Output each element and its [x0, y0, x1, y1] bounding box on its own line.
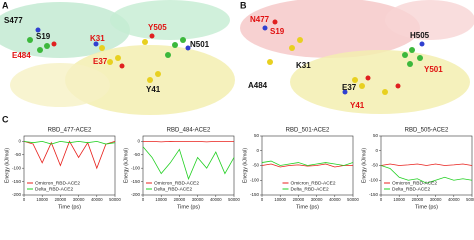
- residue-label: S19: [270, 27, 285, 36]
- panel-label: B: [240, 0, 247, 10]
- residue-label: A484: [248, 81, 268, 90]
- x-tick-label: 20000: [174, 197, 186, 202]
- y-tick-label: -50: [133, 152, 140, 157]
- panel-label: C: [2, 114, 9, 124]
- series-line: [261, 163, 353, 168]
- y-tick-label: -100: [131, 165, 141, 170]
- residue-label: N501: [190, 40, 210, 49]
- y-tick-label: -200: [131, 192, 141, 197]
- legend-label: Delta_RBD-ACE2: [35, 186, 73, 192]
- x-tick-label: 50000: [466, 197, 474, 202]
- y-tick-label: -50: [14, 152, 21, 157]
- residue-label: Y505: [148, 23, 167, 32]
- x-tick-label: 50000: [228, 197, 240, 202]
- x-tick-label: 40000: [91, 197, 103, 202]
- x-tick-label: 0: [261, 197, 264, 202]
- residue-label: Y41: [146, 85, 161, 94]
- x-tick-label: 0: [380, 197, 383, 202]
- series-line: [380, 165, 473, 184]
- residue-label: K31: [90, 34, 105, 43]
- residue-label: S477: [4, 16, 23, 25]
- legend-label: Omicron_RBD-ACE2: [35, 180, 80, 186]
- x-tick-label: 10000: [393, 197, 405, 202]
- residue-label: K31: [296, 61, 311, 70]
- y-tick-label: 0: [256, 148, 259, 153]
- x-axis-label: Time (ps): [296, 204, 319, 210]
- residue-label: E484: [12, 51, 31, 60]
- x-tick-label: 40000: [448, 197, 460, 202]
- residue-label: Y41: [350, 101, 365, 110]
- x-tick-label: 10000: [274, 197, 286, 202]
- y-tick-label: -100: [250, 177, 260, 182]
- x-tick-label: 30000: [430, 197, 442, 202]
- y-tick-label: -150: [369, 192, 379, 197]
- y-tick-label: -150: [131, 179, 141, 184]
- structure-b: B N477 S19 K31 H505 Y501 A484 E37 Y41: [238, 0, 474, 114]
- x-tick-label: 40000: [210, 197, 222, 202]
- y-tick-label: 50: [373, 133, 379, 138]
- y-tick-label: 0: [375, 148, 378, 153]
- y-tick-label: -50: [371, 163, 378, 168]
- legend-label: Delta_RBD-ACE2: [291, 186, 329, 192]
- x-tick-label: 30000: [192, 197, 204, 202]
- series-line: [142, 146, 235, 181]
- series-line: [143, 140, 234, 143]
- x-axis-label: Time (ps): [415, 204, 438, 210]
- x-tick-label: 50000: [109, 197, 121, 202]
- series-line: [261, 160, 354, 166]
- y-axis-label: Energy (kJ/mol): [361, 148, 367, 183]
- residue-label: H505: [410, 31, 430, 40]
- y-tick-label: -100: [369, 177, 379, 182]
- residue-label: E37: [93, 57, 108, 66]
- y-axis-label: Energy (kJ/mol): [123, 148, 129, 183]
- x-tick-label: 10000: [155, 197, 167, 202]
- legend-label: Delta_RBD-ACE2: [154, 186, 192, 192]
- chart-title: RBD_484-ACE2: [167, 128, 211, 134]
- plot-frame: [261, 135, 354, 196]
- legend-label: Omicron_RBD-ACE2: [392, 180, 437, 186]
- series-line: [380, 163, 473, 166]
- x-tick-label: 20000: [55, 197, 67, 202]
- figure: A S477 S19 K31 Y505 N501 E484 E37 Y41 B …: [0, 0, 474, 210]
- x-tick-label: 0: [142, 197, 145, 202]
- y-tick-label: 0: [137, 139, 140, 144]
- chart-title: RBD_477-ACE2: [48, 128, 92, 134]
- x-tick-label: 40000: [329, 197, 341, 202]
- legend-label: Omicron_RBD-ACE2: [291, 180, 336, 186]
- y-tick-label: -50: [252, 163, 259, 168]
- y-tick-label: -200: [12, 192, 22, 197]
- chart-title: RBD_501-ACE2: [286, 128, 330, 134]
- y-tick-label: -100: [12, 165, 22, 170]
- x-tick-label: 0: [23, 197, 26, 202]
- x-tick-label: 10000: [36, 197, 48, 202]
- x-axis-label: Time (ps): [58, 204, 81, 210]
- series-line: [23, 140, 116, 145]
- x-axis-label: Time (ps): [177, 204, 200, 210]
- residue-label: E37: [342, 83, 357, 92]
- chart-title: RBD_505-ACE2: [405, 128, 449, 134]
- y-axis-label: Energy (kJ/mol): [4, 148, 10, 183]
- panel-label: A: [2, 0, 9, 10]
- y-tick-label: -150: [12, 179, 22, 184]
- x-tick-label: 20000: [412, 197, 424, 202]
- x-tick-label: 30000: [73, 197, 85, 202]
- x-tick-label: 30000: [311, 197, 323, 202]
- y-tick-label: 0: [18, 139, 21, 144]
- legend-label: Delta_RBD-ACE2: [392, 186, 430, 192]
- residue-label: Y501: [424, 65, 443, 74]
- plot-frame: [142, 135, 235, 196]
- y-tick-label: -150: [250, 192, 260, 197]
- x-tick-label: 20000: [293, 197, 305, 202]
- residue-label: N477: [250, 15, 270, 24]
- structure-a: A S477 S19 K31 Y505 N501 E484 E37 Y41: [0, 0, 235, 115]
- series-line: [23, 140, 116, 170]
- y-tick-label: 50: [254, 133, 260, 138]
- plot-frame: [23, 135, 116, 196]
- residue-label: S19: [36, 32, 51, 41]
- y-axis-label: Energy (kJ/mol): [242, 148, 248, 183]
- legend-label: Omicron_RBD-ACE2: [154, 180, 199, 186]
- x-tick-label: 50000: [347, 197, 359, 202]
